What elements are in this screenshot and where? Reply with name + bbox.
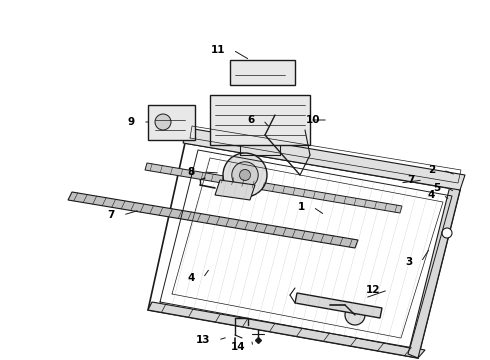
Text: 7: 7 — [408, 175, 415, 185]
Circle shape — [271, 111, 279, 119]
Polygon shape — [210, 95, 310, 145]
Text: 2: 2 — [428, 165, 435, 175]
Polygon shape — [148, 105, 195, 140]
Polygon shape — [215, 180, 255, 200]
Text: 12: 12 — [366, 285, 380, 295]
Circle shape — [345, 305, 365, 325]
Circle shape — [155, 114, 171, 130]
Circle shape — [442, 228, 452, 238]
Polygon shape — [230, 60, 295, 85]
Text: 1: 1 — [298, 202, 305, 212]
Polygon shape — [295, 293, 382, 318]
Polygon shape — [68, 192, 358, 248]
Text: 5: 5 — [433, 183, 440, 193]
Polygon shape — [408, 186, 460, 358]
Text: 14: 14 — [230, 342, 245, 352]
Text: 11: 11 — [211, 45, 225, 55]
Text: 4: 4 — [428, 190, 435, 200]
Circle shape — [240, 170, 250, 180]
Polygon shape — [145, 163, 402, 213]
Polygon shape — [148, 302, 425, 358]
Text: 7: 7 — [108, 210, 115, 220]
Circle shape — [232, 162, 258, 188]
Text: 3: 3 — [406, 257, 413, 267]
Polygon shape — [148, 143, 460, 358]
Text: 10: 10 — [305, 115, 320, 125]
Text: 8: 8 — [188, 167, 195, 177]
Text: 6: 6 — [248, 115, 255, 125]
Text: 4: 4 — [188, 273, 195, 283]
Text: 13: 13 — [196, 335, 210, 345]
Polygon shape — [183, 128, 465, 190]
Circle shape — [223, 153, 267, 197]
Text: 9: 9 — [128, 117, 135, 127]
